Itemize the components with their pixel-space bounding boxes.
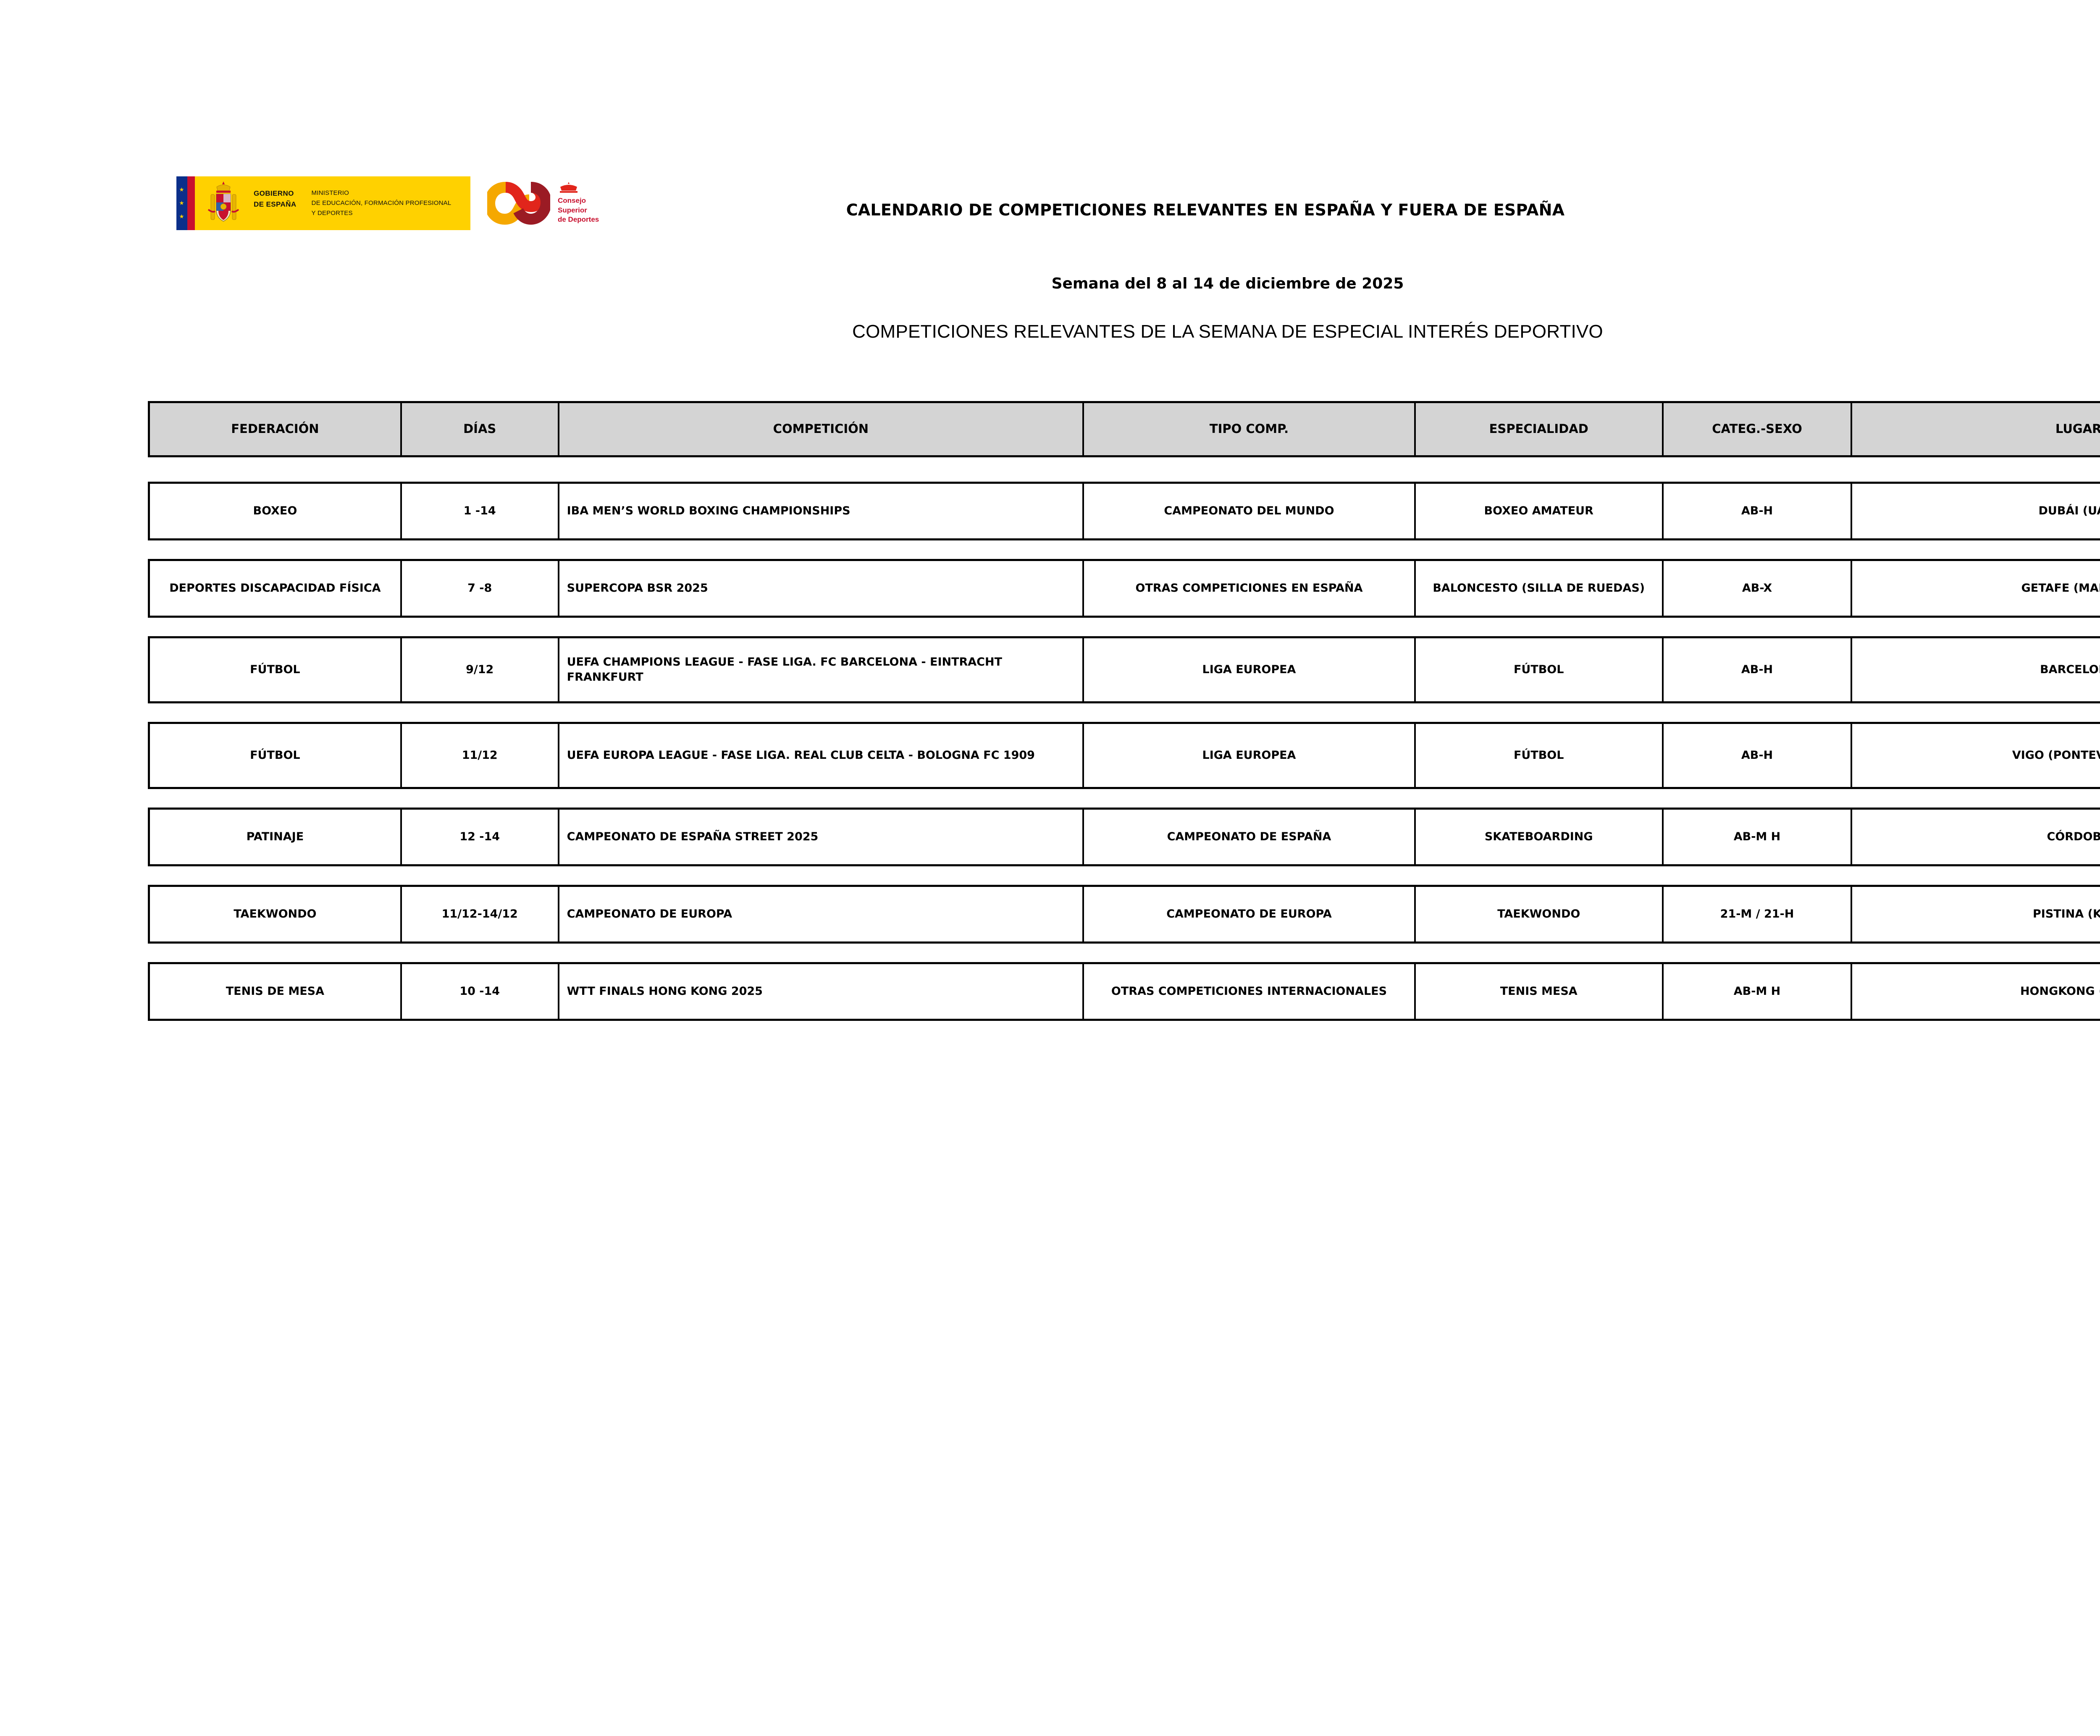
- cell-competicion: CAMPEONATO DE ESPAÑA STREET 2025: [559, 810, 1084, 864]
- cell-especialidad: BOXEO AMATEUR: [1416, 484, 1664, 538]
- table-header-row: FEDERACIÓN DÍAS COMPETICIÓN TIPO COMP. E…: [148, 401, 2100, 457]
- cell-competicion: IBA MEN’S WORLD BOXING CHAMPIONSHIPS: [559, 484, 1084, 538]
- cell-competicion: CAMPEONATO DE EUROPA: [559, 887, 1084, 941]
- csd-line1: Consejo: [558, 196, 586, 205]
- cell-especialidad: TAEKWONDO: [1416, 887, 1664, 941]
- cell-categ-sexo: AB-H: [1664, 724, 1853, 787]
- column-header-competicion: COMPETICIÓN: [559, 403, 1084, 455]
- table-row: FÚTBOL 9/12 UEFA CHAMPIONS LEAGUE - FASE…: [148, 636, 2100, 703]
- ministerio-line1: MINISTERIO: [311, 189, 349, 197]
- table-row: BOXEO 1 -14 IBA MEN’S WORLD BOXING CHAMP…: [148, 482, 2100, 540]
- cell-federacion: BOXEO: [150, 484, 402, 538]
- cell-tipo-comp: LIGA EUROPEA: [1084, 638, 1416, 701]
- cell-lugar: BARCELONA: [2040, 663, 2100, 676]
- gobierno-de-espana-logo: GOBIERNO DE ESPAÑA MINISTERIO DE EDUCACI…: [176, 176, 470, 230]
- consejo-superior-de-deportes-logo: Consejo Superior de Deportes: [484, 176, 599, 230]
- cell-categ-sexo: AB-H: [1664, 638, 1853, 701]
- document-title: CALENDARIO DE COMPETICIONES RELEVANTES E…: [846, 201, 1565, 219]
- competitions-table: FEDERACIÓN DÍAS COMPETICIÓN TIPO COMP. E…: [148, 401, 2100, 1039]
- section-title: COMPETICIONES RELEVANTES DE LA SEMANA DE…: [852, 321, 1603, 342]
- column-header-categ-sexo: CATEG.-SEXO: [1663, 403, 1853, 455]
- cell-especialidad: BALONCESTO (SILLA DE RUEDAS): [1416, 561, 1664, 616]
- column-header-dias: DÍAS: [402, 403, 559, 455]
- eu-flag-strip-icon: [176, 176, 187, 230]
- column-header-tipo-comp: TIPO COMP.: [1084, 403, 1416, 455]
- csd-infinity-mark-icon: [484, 181, 552, 225]
- table-row: TAEKWONDO 11/12-14/12 CAMPEONATO DE EURO…: [148, 885, 2100, 944]
- cell-dias: 9/12: [402, 638, 559, 701]
- table-row: TENIS DE MESA 10 -14 WTT FINALS HONG KON…: [148, 962, 2100, 1021]
- table-row: FÚTBOL 11/12 UEFA EUROPA LEAGUE - FASE L…: [148, 722, 2100, 789]
- cell-tipo-comp: LIGA EUROPEA: [1084, 724, 1416, 787]
- cell-lugar: CÓRDOBA: [2047, 830, 2100, 843]
- column-header-especialidad: ESPECIALIDAD: [1415, 403, 1664, 455]
- cell-dias: 11/12-14/12: [402, 887, 559, 941]
- gobierno-line2: DE ESPAÑA: [254, 200, 297, 209]
- cell-categ-sexo: AB-X: [1664, 561, 1853, 616]
- spanish-coat-of-arms-icon: [204, 180, 243, 226]
- cell-tipo-comp: CAMPEONATO DEL MUNDO: [1084, 484, 1416, 538]
- cell-lugar: DUBÁI (UAE): [2038, 504, 2100, 517]
- logo-group: GOBIERNO DE ESPAÑA MINISTERIO DE EDUCACI…: [176, 176, 599, 230]
- cell-dias: 10 -14: [402, 964, 559, 1019]
- cell-especialidad: FÚTBOL: [1416, 638, 1664, 701]
- cell-tipo-comp: OTRAS COMPETICIONES EN ESPAÑA: [1084, 561, 1416, 616]
- cell-dias: 11/12: [402, 724, 559, 787]
- table-row: DEPORTES DISCAPACIDAD FÍSICA 7 -8 SUPERC…: [148, 559, 2100, 618]
- cell-competicion: UEFA EUROPA LEAGUE - FASE LIGA. REAL CLU…: [559, 724, 1084, 787]
- csd-line2: Superior: [558, 206, 587, 214]
- cell-dias: 1 -14: [402, 484, 559, 538]
- cell-federacion: TAEKWONDO: [150, 887, 402, 941]
- gobierno-logo-text: GOBIERNO DE ESPAÑA MINISTERIO DE EDUCACI…: [254, 188, 451, 218]
- cell-competicion: WTT FINALS HONG KONG 2025: [559, 964, 1084, 1019]
- gobierno-line1: GOBIERNO: [254, 189, 294, 197]
- red-flag-strip-icon: [187, 176, 195, 230]
- cell-dias: 12 -14: [402, 810, 559, 864]
- week-subtitle: Semana del 8 al 14 de diciembre de 2025: [1051, 275, 1404, 292]
- cell-competicion: SUPERCOPA BSR 2025: [559, 561, 1084, 616]
- column-header-federacion: FEDERACIÓN: [150, 403, 402, 455]
- cell-especialidad: SKATEBOARDING: [1416, 810, 1664, 864]
- cell-lugar: PISTINA (KOS): [2032, 907, 2100, 920]
- cell-federacion: FÚTBOL: [150, 724, 402, 787]
- cell-lugar: VIGO (PONTEVEDRA): [2012, 748, 2100, 762]
- cell-especialidad: FÚTBOL: [1416, 724, 1664, 787]
- cell-categ-sexo: 21-M / 21-H: [1664, 887, 1853, 941]
- cell-federacion: DEPORTES DISCAPACIDAD FÍSICA: [150, 561, 402, 616]
- cell-dias: 7 -8: [402, 561, 559, 616]
- table-row: PATINAJE 12 -14 CAMPEONATO DE ESPAÑA STR…: [148, 808, 2100, 866]
- cell-federacion: FÚTBOL: [150, 638, 402, 701]
- cell-categ-sexo: AB-M H: [1664, 964, 1853, 1019]
- cell-federacion: PATINAJE: [150, 810, 402, 864]
- column-header-lugar: LUGAR: [1852, 403, 2100, 455]
- csd-wordmark: Consejo Superior de Deportes: [558, 181, 599, 225]
- cell-competicion: UEFA CHAMPIONS LEAGUE - FASE LIGA. FC BA…: [559, 638, 1084, 701]
- ministerio-line3: Y DEPORTES: [311, 210, 353, 217]
- csd-crown-icon: [558, 181, 580, 194]
- cell-categ-sexo: AB-M H: [1664, 810, 1853, 864]
- cell-especialidad: TENIS MESA: [1416, 964, 1664, 1019]
- cell-tipo-comp: CAMPEONATO DE EUROPA: [1084, 887, 1416, 941]
- document-header: GOBIERNO DE ESPAÑA MINISTERIO DE EDUCACI…: [0, 172, 2100, 248]
- cell-tipo-comp: OTRAS COMPETICIONES INTERNACIONALES: [1084, 964, 1416, 1019]
- cell-categ-sexo: AB-H: [1664, 484, 1853, 538]
- ministerio-line2: DE EDUCACIÓN, FORMACIÓN PROFESIONAL: [311, 199, 452, 207]
- cell-lugar: HONGKONG (HKG): [2020, 984, 2100, 998]
- csd-line3: de Deportes: [558, 215, 599, 224]
- cell-lugar: GETAFE (MADRID): [2021, 581, 2100, 595]
- cell-tipo-comp: CAMPEONATO DE ESPAÑA: [1084, 810, 1416, 864]
- cell-federacion: TENIS DE MESA: [150, 964, 402, 1019]
